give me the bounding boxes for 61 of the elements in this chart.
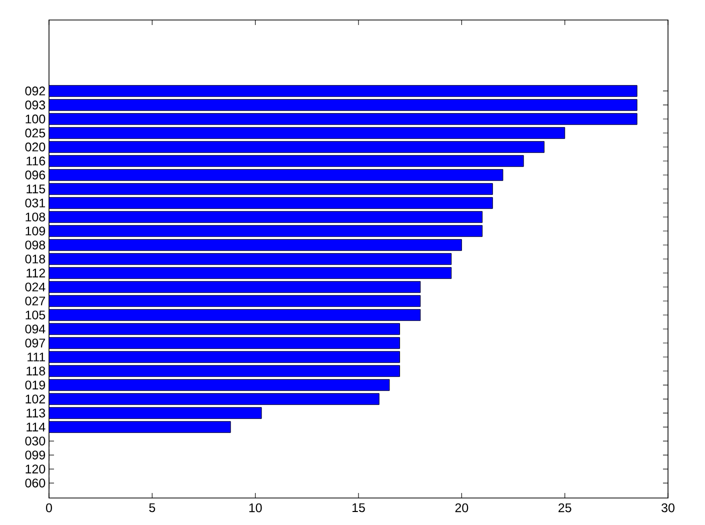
x-tick-label: 25 [558, 503, 572, 512]
bar [49, 323, 400, 335]
y-tick-label: 102 [26, 394, 46, 404]
x-tick-label: 10 [249, 503, 262, 512]
y-tick-label: 027 [25, 296, 46, 306]
y-tick-label: 098 [25, 240, 46, 250]
bar [49, 379, 390, 391]
bar [49, 253, 452, 265]
y-tick-label: 118 [26, 366, 46, 376]
y-tick-label: 113 [26, 408, 46, 418]
y-tick-label: 116 [26, 156, 46, 166]
bar [49, 169, 504, 181]
bar [49, 393, 380, 405]
bar [49, 407, 262, 419]
y-tick-label: 108 [26, 212, 46, 222]
y-tick-label: 018 [25, 254, 46, 264]
bar [49, 365, 400, 377]
bar [49, 155, 524, 167]
bar [49, 281, 421, 293]
x-tick-label: 30 [662, 503, 674, 512]
bar [49, 337, 400, 349]
y-tick-label: 112 [26, 268, 46, 278]
bar [49, 267, 452, 279]
x-tick-label: 5 [149, 503, 156, 512]
y-tick-label: 097 [25, 338, 46, 348]
bar [49, 113, 638, 125]
y-tick-label: 025 [25, 128, 46, 138]
y-tick-label: 096 [25, 170, 46, 180]
x-tick-label: 15 [352, 503, 365, 512]
y-tick-label: 100 [26, 114, 46, 124]
x-tick-label: 0 [46, 503, 52, 512]
bar [49, 211, 483, 223]
bar [49, 85, 638, 97]
y-tick-label: 060 [25, 478, 46, 488]
y-tick-label: 099 [25, 450, 46, 460]
y-tick-label: 093 [25, 100, 46, 110]
bar [49, 351, 400, 363]
bar [49, 309, 421, 321]
y-tick-label: 111 [28, 352, 46, 362]
bar [49, 99, 638, 111]
y-tick-label: 115 [26, 184, 46, 194]
y-tick-label: 120 [26, 464, 46, 474]
bar [49, 239, 462, 251]
y-tick-label: 020 [25, 142, 46, 152]
y-tick-label: 114 [26, 422, 46, 432]
bar [49, 295, 421, 307]
x-tick-label: 20 [455, 503, 468, 512]
bar [49, 421, 231, 433]
y-tick-label: 019 [25, 380, 46, 390]
bar [49, 183, 493, 195]
y-tick-label: 030 [25, 436, 46, 446]
y-tick-label: 105 [26, 310, 46, 320]
bar [49, 197, 493, 209]
y-tick-label: 109 [26, 226, 46, 236]
y-tick-label: 031 [25, 198, 46, 208]
y-tick-label: 094 [25, 324, 46, 334]
bar [49, 127, 566, 139]
bar [49, 141, 544, 153]
y-tick-label: 092 [25, 86, 46, 96]
bar [49, 225, 483, 237]
y-tick-label: 024 [25, 282, 46, 292]
